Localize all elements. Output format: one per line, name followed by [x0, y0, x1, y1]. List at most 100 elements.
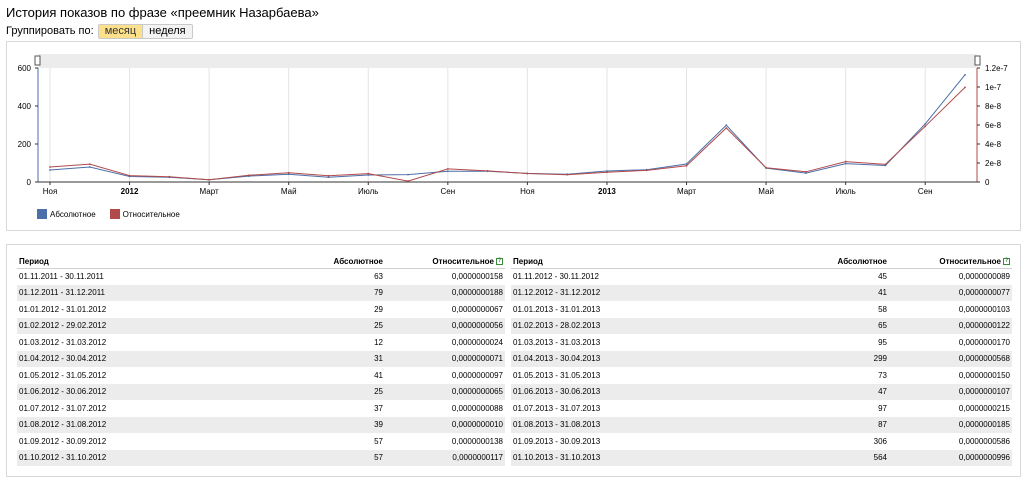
cell-period: 01.02.2012 - 29.02.2012	[17, 317, 277, 334]
table-row: 01.04.2012 - 30.04.2012 31 0,0000000071	[17, 350, 505, 367]
header-absolute: Абсолютное	[277, 255, 385, 269]
series-relative-point	[446, 167, 449, 170]
group-week-button[interactable]: неделя	[142, 24, 192, 38]
x-tick-label: Июль	[358, 187, 378, 196]
cell-period: 01.02.2013 - 28.02.2013	[511, 317, 771, 334]
cell-relative: 0,0000000568	[889, 350, 1012, 367]
cell-relative: 0,0000000103	[958, 304, 1010, 314]
header-absolute: Абсолютное	[771, 255, 889, 269]
group-month-button[interactable]: месяц	[98, 24, 143, 38]
x-tick-label: Ноя	[520, 187, 535, 196]
cell-period: 01.06.2013 - 30.06.2013	[511, 383, 771, 400]
table-row: 01.09.2012 - 30.09.2012 57 0,0000000138	[17, 433, 505, 450]
series-relative-point	[248, 174, 250, 177]
table-panel: Период Абсолютное Относительное? 01.11.2…	[6, 244, 1021, 477]
cell-relative: 0,0000000089	[958, 272, 1010, 281]
right-tick-label: 1e-7	[985, 83, 1002, 92]
grouping-toggle: месяц неделя	[97, 23, 193, 39]
series-absolute-point	[964, 73, 966, 76]
cell-absolute: 39	[277, 416, 385, 433]
series-relative-point	[645, 169, 648, 172]
legend-absolute-swatch	[37, 209, 47, 219]
series-relative-point	[765, 166, 767, 169]
cell-period: 01.11.2012 - 30.11.2012	[513, 272, 599, 281]
series-relative-point	[327, 174, 330, 177]
cell-absolute: 12	[374, 337, 383, 347]
cell-absolute: 79	[277, 284, 385, 301]
table-row: 01.10.2013 - 31.10.2013 564 0,0000000996	[511, 449, 1012, 466]
navigator-strip	[38, 54, 977, 68]
header-relative-label: Относительное	[432, 256, 494, 266]
x-tick-label: Март	[677, 187, 696, 196]
cell-absolute: 73	[878, 370, 887, 380]
cell-relative: 0,0000000024	[451, 337, 503, 347]
series-relative-point	[407, 180, 409, 182]
cell-absolute: 564	[771, 449, 889, 466]
cell-period: 01.04.2012 - 30.04.2012	[17, 350, 277, 367]
cell-period: 01.09.2012 - 30.09.2012	[19, 436, 107, 446]
table-header-row: Период Абсолютное Относительное?	[17, 255, 505, 269]
table-row: 01.11.2012 - 30.11.2012 45 0,0000000089	[511, 268, 1012, 285]
cell-absolute: 37	[374, 403, 383, 413]
legend-absolute[interactable]: Абсолютное	[37, 209, 96, 219]
cell-absolute: 95	[878, 337, 887, 347]
series-absolute-point	[924, 122, 927, 125]
legend-absolute-label: Абсолютное	[50, 209, 96, 219]
cell-period: 01.12.2011 - 31.12.2011	[17, 284, 277, 301]
cell-absolute: 299	[771, 350, 889, 367]
series-relative-point	[566, 173, 569, 176]
series-relative-point	[606, 171, 608, 174]
cell-relative: 0,0000000138	[451, 436, 503, 446]
table-row: 01.11.2011 - 30.11.2011 63 0,0000000158	[17, 268, 505, 285]
table-row: 01.02.2013 - 28.02.2013 65 0,0000000122	[511, 317, 1012, 334]
page-title: История показов по фразе «преемник Назар…	[6, 5, 319, 20]
series-relative-point	[208, 178, 211, 181]
series-absolute-point	[446, 170, 449, 173]
series-relative-point	[526, 172, 529, 175]
left-tick-label: 200	[18, 140, 32, 149]
series-relative-line	[49, 87, 966, 182]
history-chart: 0 200 400 600 0 2e-8 4e-8 6e-8 8e-8 1e-7 1.2e-7 Ноя…	[18, 54, 1008, 196]
help-icon[interactable]: ?	[496, 258, 503, 266]
table-row: 01.02.2012 - 29.02.2012 25 0,0000000056	[17, 317, 505, 334]
cell-relative: 0,0000000071	[385, 350, 505, 367]
series-relative-point	[924, 125, 927, 128]
cell-period: 01.07.2012 - 31.07.2012	[19, 403, 107, 413]
cell-relative: 0,0000000010	[385, 416, 505, 433]
table-row: 01.08.2012 - 31.08.2012 39 0,0000000010	[17, 416, 505, 433]
right-tick-label: 2e-8	[985, 159, 1002, 168]
navigator-right-handle	[974, 55, 981, 66]
series-relative-point	[844, 160, 847, 163]
table-row: 01.03.2012 - 31.03.2012 12 0,0000000024	[17, 334, 505, 351]
cell-relative: 0,0000000077	[889, 284, 1012, 301]
x-tick-label: 2013	[598, 187, 616, 196]
cell-absolute: 97	[878, 403, 887, 413]
x-tick-label: Сен	[918, 187, 933, 196]
cell-relative: 0,0000000122	[889, 317, 1012, 334]
grouping-control: Группировать по: месяц неделя	[6, 23, 193, 39]
cell-relative: 0,0000000150	[958, 370, 1010, 380]
cell-absolute: 45	[878, 272, 887, 281]
cell-relative: 0,0000000170	[958, 337, 1010, 347]
cell-relative: 0,0000000215	[958, 403, 1010, 413]
table-row: 01.05.2012 - 31.05.2012 41 0,0000000097	[17, 367, 505, 384]
table-row: 01.04.2013 - 30.04.2013 299 0,0000000568	[511, 350, 1012, 367]
help-icon[interactable]: ?	[1003, 258, 1010, 266]
series-relative-point	[49, 166, 51, 168]
series-relative-point	[685, 164, 688, 167]
table-row: 01.05.2013 - 31.05.2013 73 0,0000000150	[511, 367, 1012, 384]
right-tick-label: 8e-8	[985, 102, 1002, 111]
header-period: Период	[511, 255, 771, 269]
series-absolute-point	[88, 166, 91, 168]
left-tick-label: 400	[18, 102, 32, 111]
cell-absolute: 65	[771, 317, 889, 334]
series-relative-point	[804, 170, 807, 173]
cell-period: 01.08.2012 - 31.08.2012	[17, 416, 277, 433]
series-relative-point	[964, 86, 966, 89]
series-relative-point	[168, 175, 171, 178]
legend-relative-swatch	[109, 209, 120, 219]
cell-absolute: 57	[277, 449, 385, 466]
series-relative-point	[486, 169, 489, 172]
legend-relative[interactable]: Относительное	[109, 209, 180, 219]
cell-period: 01.06.2012 - 30.06.2012	[17, 383, 277, 400]
